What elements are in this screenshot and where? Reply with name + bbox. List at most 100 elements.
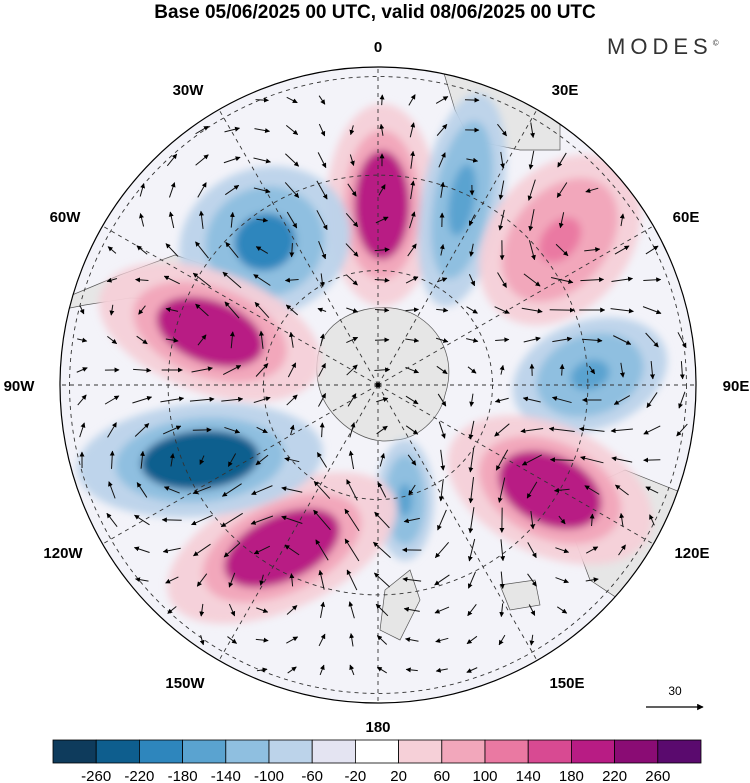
wind-vector-arrow bbox=[256, 217, 269, 223]
wind-vector-arrow bbox=[405, 366, 419, 374]
anomaly-core bbox=[234, 213, 296, 271]
meridian-line bbox=[377, 384, 538, 661]
wind-vector-arrow bbox=[224, 301, 240, 319]
wind-vector-arrow bbox=[256, 607, 269, 613]
wind-vector-arrow bbox=[165, 337, 179, 343]
wind-vector-arrow bbox=[613, 335, 632, 345]
wind-vector-arrow bbox=[289, 331, 294, 348]
wind-vector-arrow bbox=[192, 272, 212, 288]
wind-vector-arrow bbox=[649, 361, 655, 380]
wind-vector-arrow bbox=[376, 397, 389, 403]
wind-vector-arrow bbox=[316, 180, 328, 200]
wind-vector-arrow bbox=[319, 664, 325, 676]
wind-vector-arrow bbox=[374, 511, 390, 529]
wind-vector-arrow bbox=[437, 509, 447, 531]
wind-vector-arrow bbox=[313, 481, 331, 499]
wind-vector-arrow bbox=[346, 274, 358, 286]
wind-vector-arrow bbox=[79, 305, 85, 315]
meridian-line bbox=[218, 109, 379, 386]
anomaly-core bbox=[156, 296, 264, 368]
wind-vector-arrow bbox=[223, 542, 241, 558]
wind-vector-arrow bbox=[317, 307, 327, 313]
wind-vector-arrow bbox=[196, 573, 208, 587]
wind-vector-arrow bbox=[108, 481, 116, 499]
lon-label-60w: 60W bbox=[50, 209, 82, 226]
wind-vector-arrow bbox=[527, 179, 536, 201]
wind-vector-arrow bbox=[643, 277, 662, 283]
wind-vector-arrow bbox=[224, 184, 240, 196]
wind-vector-arrow bbox=[319, 273, 325, 288]
lon-label-30w: 30W bbox=[173, 82, 205, 99]
wind-vector-arrow bbox=[136, 482, 148, 498]
anomaly-center bbox=[99, 262, 321, 402]
wind-vector-arrow bbox=[195, 154, 209, 166]
wind-vector-arrow bbox=[530, 511, 536, 530]
wind-vector-arrow bbox=[107, 422, 117, 438]
wind-vector-arrow bbox=[558, 515, 566, 525]
wind-vector-arrow bbox=[585, 546, 599, 554]
wind-vector-arrow bbox=[523, 336, 541, 343]
wind-vector-arrow bbox=[317, 152, 327, 169]
wind-vector-arrow bbox=[407, 243, 417, 257]
wind-vector-arrow bbox=[580, 455, 604, 464]
wind-vector-arrow bbox=[379, 94, 385, 106]
wind-vector-arrow bbox=[348, 450, 355, 470]
wind-vector-arrow bbox=[287, 666, 297, 674]
wind-vector-arrow bbox=[377, 482, 387, 498]
wind-vector-arrow bbox=[499, 364, 505, 375]
wind-vector-arrow bbox=[498, 634, 506, 646]
wind-vector-arrow bbox=[136, 335, 148, 345]
wind-vector-arrow bbox=[223, 156, 241, 164]
wind-vector-arrow bbox=[376, 635, 388, 645]
wind-vector-arrow bbox=[347, 183, 357, 197]
wind-vector-arrow bbox=[284, 544, 300, 556]
wind-vector-arrow bbox=[643, 457, 661, 463]
wind-vector-arrow bbox=[344, 538, 360, 562]
wind-vector-arrow bbox=[495, 337, 510, 343]
wind-vector-arrow bbox=[191, 514, 213, 526]
wind-vector-arrow bbox=[521, 307, 543, 314]
wind-vector-arrow bbox=[163, 275, 180, 285]
latitude-circle bbox=[69, 76, 687, 694]
wind-vector-arrow bbox=[527, 573, 537, 587]
wind-vector-arrow bbox=[168, 211, 175, 229]
colorbar-swatch bbox=[52, 739, 97, 764]
wind-vector-arrow bbox=[318, 241, 327, 260]
wind-vector-arrow bbox=[139, 213, 145, 227]
wind-vector-arrow bbox=[558, 212, 565, 229]
wind-vector-arrow bbox=[642, 306, 662, 315]
wind-vector-arrow bbox=[555, 547, 570, 554]
lon-label-90w: 90W bbox=[4, 378, 36, 395]
anomaly-core bbox=[224, 508, 340, 588]
wind-vector-arrow bbox=[581, 337, 603, 343]
wind-vector-arrow bbox=[199, 455, 205, 465]
wind-vector-arrow bbox=[436, 307, 449, 313]
lon-label-120e: 120E bbox=[674, 545, 709, 562]
wind-vector-arrow bbox=[135, 277, 149, 283]
wind-vector-arrow bbox=[495, 449, 509, 471]
wind-vector-arrow bbox=[134, 514, 150, 526]
wind-vector-arrow bbox=[132, 395, 153, 404]
wind-vector-arrow bbox=[375, 216, 389, 224]
wind-vector-arrow bbox=[436, 365, 448, 375]
wind-vector-arrow bbox=[378, 184, 386, 196]
wind-vector-arrow bbox=[528, 150, 535, 170]
wind-vector-arrow bbox=[166, 153, 178, 167]
colorbar-swatch bbox=[268, 739, 313, 764]
wind-vector-arrow bbox=[286, 211, 298, 229]
wind-vector-arrow bbox=[643, 425, 661, 435]
wind-vector-arrow bbox=[588, 365, 596, 375]
wind-vector-arrow bbox=[610, 308, 634, 314]
wind-vector-arrow bbox=[228, 603, 236, 617]
wind-vector-arrow bbox=[497, 123, 507, 137]
wind-vector-arrow bbox=[374, 277, 390, 283]
wind-vector-arrow bbox=[197, 334, 207, 346]
wind-vector-arrow bbox=[198, 210, 204, 229]
wind-vector-arrow bbox=[610, 428, 633, 434]
wind-vector-arrow bbox=[345, 212, 359, 228]
wind-vector-arrow bbox=[468, 507, 475, 534]
wind-vector-arrow bbox=[379, 453, 386, 467]
wind-vector-arrow bbox=[285, 125, 299, 135]
wind-vector-arrow bbox=[109, 304, 115, 316]
